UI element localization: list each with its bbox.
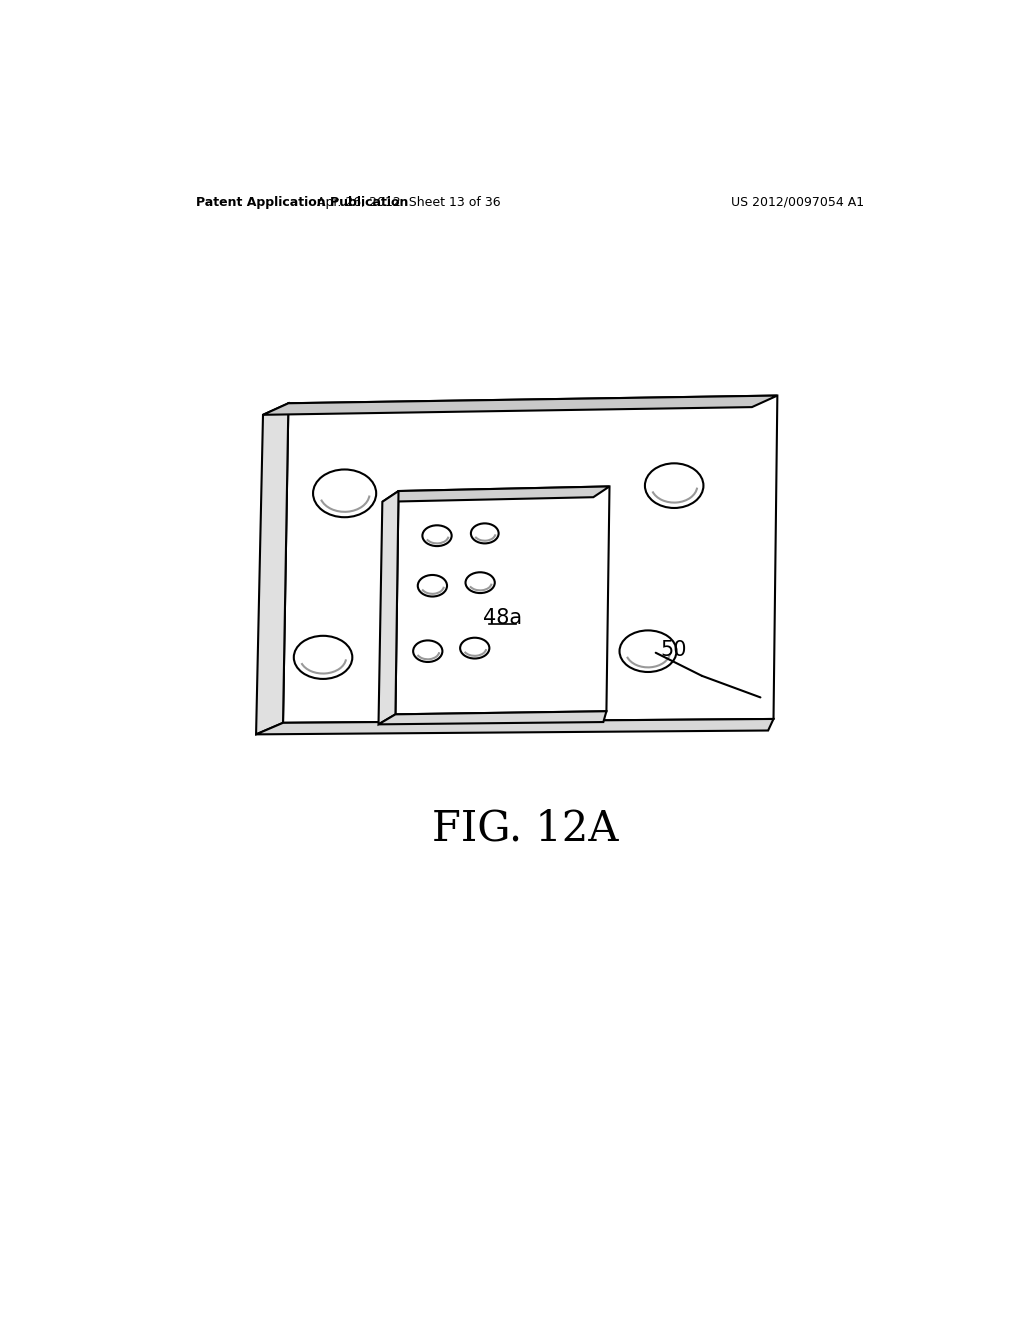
Text: Apr. 26, 2012  Sheet 13 of 36: Apr. 26, 2012 Sheet 13 of 36 <box>317 195 501 209</box>
Polygon shape <box>263 396 777 414</box>
Ellipse shape <box>466 573 495 593</box>
Ellipse shape <box>471 524 499 544</box>
Polygon shape <box>395 487 609 714</box>
Ellipse shape <box>313 470 376 517</box>
Text: 50: 50 <box>660 640 687 660</box>
Ellipse shape <box>460 638 489 659</box>
Ellipse shape <box>418 576 447 597</box>
Ellipse shape <box>294 636 352 678</box>
Text: US 2012/0097054 A1: US 2012/0097054 A1 <box>731 195 864 209</box>
Ellipse shape <box>413 640 442 663</box>
Ellipse shape <box>422 525 452 546</box>
Polygon shape <box>379 711 606 725</box>
Polygon shape <box>256 404 289 734</box>
Polygon shape <box>256 719 773 734</box>
Polygon shape <box>379 491 398 725</box>
Polygon shape <box>283 396 777 723</box>
Polygon shape <box>382 487 609 502</box>
Ellipse shape <box>645 463 703 508</box>
Text: Patent Application Publication: Patent Application Publication <box>196 195 409 209</box>
Ellipse shape <box>620 631 677 672</box>
Text: FIG. 12A: FIG. 12A <box>431 808 618 849</box>
Text: 48a: 48a <box>483 609 522 628</box>
